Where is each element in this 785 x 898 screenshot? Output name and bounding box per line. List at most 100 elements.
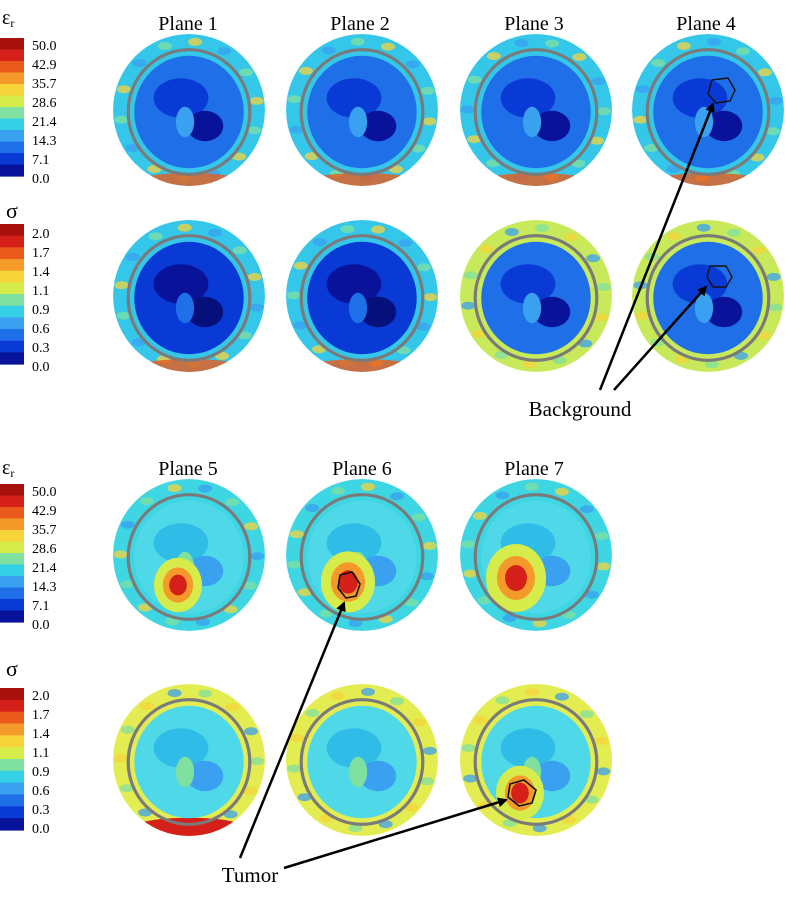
image-speckle bbox=[467, 135, 482, 144]
image-speckle bbox=[148, 232, 163, 241]
color-bar-segment bbox=[0, 259, 24, 272]
image-speckle bbox=[736, 47, 750, 56]
image-speckle bbox=[584, 590, 599, 599]
image-speckle bbox=[198, 689, 213, 698]
image-speckle bbox=[139, 497, 154, 506]
image-speckle bbox=[120, 580, 135, 589]
plane-6-permittivity-image bbox=[286, 479, 438, 631]
color-bar-segment bbox=[0, 141, 24, 154]
plane-5-permittivity-image bbox=[113, 479, 265, 631]
color-bar-tick-label: 0.0 bbox=[32, 172, 50, 187]
image-speckle bbox=[217, 47, 231, 56]
sigma-scale-top-bar bbox=[0, 224, 24, 365]
color-bar-segment bbox=[0, 282, 24, 295]
image-blob bbox=[186, 760, 224, 792]
image-speckle bbox=[676, 42, 691, 50]
image-blob bbox=[153, 264, 209, 304]
sigma-scale-bottom-bar bbox=[0, 688, 24, 831]
sigma-scale-top-symbol: σ bbox=[6, 198, 18, 223]
image-speckle bbox=[247, 272, 262, 281]
color-bar-segment bbox=[0, 72, 24, 85]
image-blob bbox=[533, 110, 571, 142]
image-speckle bbox=[590, 136, 605, 145]
image-speckle bbox=[287, 95, 302, 104]
image-blob bbox=[348, 106, 368, 138]
color-bar-tick-label: 1.1 bbox=[32, 284, 50, 299]
image-speckle bbox=[495, 696, 510, 705]
image-speckle bbox=[594, 736, 609, 745]
tumor-label: Tumor bbox=[222, 863, 278, 887]
color-bar-tick-label: 2.0 bbox=[32, 227, 50, 242]
color-bar-segment bbox=[0, 247, 24, 260]
color-bar-segment bbox=[0, 224, 24, 237]
image-speckle bbox=[751, 246, 766, 255]
background-arrow-conductivity bbox=[613, 285, 708, 391]
image-speckle bbox=[461, 744, 476, 753]
tumor-arrow-permittivity bbox=[238, 601, 346, 859]
color-bar-tick-label: 0.9 bbox=[32, 303, 50, 318]
color-bar-segment bbox=[0, 770, 24, 784]
image-speckle bbox=[597, 107, 612, 116]
image-speckle bbox=[198, 484, 213, 493]
image-speckle bbox=[545, 39, 560, 48]
image-speckle bbox=[249, 96, 264, 105]
image-speckle bbox=[596, 282, 611, 291]
color-bar-segment bbox=[0, 317, 24, 330]
tumor-arrow-conductivity bbox=[283, 797, 508, 870]
image-blob bbox=[348, 756, 368, 788]
color-bar-tick-label: 0.6 bbox=[32, 784, 50, 799]
image-speckle bbox=[125, 144, 140, 153]
eps-scale-top: εr 50.0 42.9 35.7 28.6 21.4 14.3 7.1 0.0 bbox=[0, 7, 57, 187]
image-speckle bbox=[250, 757, 265, 766]
background-roi-permittivity bbox=[707, 77, 736, 104]
image-speckle bbox=[768, 303, 783, 312]
image-speckle bbox=[578, 339, 593, 348]
image-speckle bbox=[244, 727, 259, 736]
image-speckle bbox=[461, 301, 476, 310]
breast-boundary-contour bbox=[299, 234, 425, 362]
image-blob bbox=[705, 110, 743, 142]
image-speckle bbox=[596, 562, 611, 571]
image-blob bbox=[175, 292, 195, 324]
image-speckle bbox=[463, 569, 478, 578]
tumor-roi-permittivity bbox=[337, 571, 361, 599]
image-speckle bbox=[726, 228, 741, 237]
image-speckle bbox=[594, 531, 609, 540]
image-speckle bbox=[422, 541, 437, 550]
image-speckle bbox=[522, 360, 537, 369]
image-blob bbox=[533, 296, 571, 328]
color-bar-segment bbox=[0, 235, 24, 248]
image-speckle bbox=[371, 225, 386, 234]
image-speckle bbox=[293, 321, 308, 330]
image-speckle bbox=[472, 511, 487, 520]
image-speckle bbox=[463, 774, 478, 783]
color-bar-segment bbox=[0, 495, 24, 508]
image-speckle bbox=[460, 105, 475, 114]
color-bar-tick-label: 42.9 bbox=[32, 58, 57, 73]
image-speckle bbox=[472, 330, 487, 339]
color-bar-segment bbox=[0, 711, 24, 725]
image-speckle bbox=[207, 228, 222, 237]
image-speckle bbox=[584, 795, 599, 804]
image-speckle bbox=[167, 689, 182, 698]
image-speckle bbox=[114, 115, 129, 124]
plane-6-conductivity-image bbox=[286, 684, 438, 836]
color-bar-tick-label: 1.7 bbox=[32, 708, 50, 723]
image-speckle bbox=[340, 225, 355, 234]
image-speckle bbox=[298, 66, 313, 75]
plane-title-1: Plane 1 bbox=[158, 13, 217, 35]
color-bar-tick-label: 1.4 bbox=[32, 265, 50, 280]
color-bar-segment bbox=[0, 576, 24, 589]
background-label: Background bbox=[529, 397, 632, 421]
sigma-scale-bottom-ticks: 2.0 1.7 1.4 1.1 0.9 0.6 0.3 0.0 bbox=[32, 689, 50, 837]
color-bar-segment bbox=[0, 518, 24, 531]
image-speckle bbox=[707, 37, 721, 46]
color-bar-segment bbox=[0, 84, 24, 97]
color-bar-tick-label: 50.0 bbox=[32, 485, 57, 500]
color-bar-segment bbox=[0, 688, 24, 701]
color-bar-tick-label: 1.4 bbox=[32, 727, 50, 742]
image-speckle bbox=[420, 572, 434, 581]
image-speckle bbox=[113, 550, 128, 559]
breast-boundary-contour bbox=[126, 698, 252, 826]
